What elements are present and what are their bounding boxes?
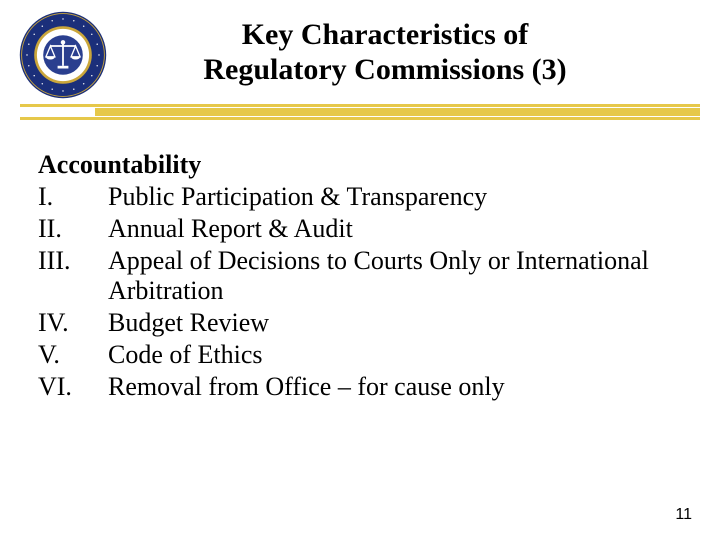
list-item-text: Removal from Office – for cause only [108,372,672,404]
naruc-logo [18,10,108,100]
list-item-number: III. [38,246,108,308]
list-item-number: V. [38,340,108,372]
list-item: V. Code of Ethics [38,340,672,372]
page-number: 11 [675,506,692,524]
outline-list: I. Public Participation & Transparency I… [38,182,672,404]
list-item-text: Budget Review [108,308,672,340]
title-underline [0,100,720,120]
title-line-1: Key Characteristics of [110,18,660,53]
list-item: VI. Removal from Office – for cause only [38,372,672,404]
list-item-number: I. [38,182,108,214]
list-item: IV. Budget Review [38,308,672,340]
list-item-text: Appeal of Decisions to Courts Only or In… [108,246,672,308]
slide-body: Accountability I. Public Participation &… [0,130,720,404]
list-item: III. Appeal of Decisions to Courts Only … [38,246,672,308]
list-item-text: Code of Ethics [108,340,672,372]
slide-title: Key Characteristics of Regulatory Commis… [110,18,660,87]
list-item-text: Annual Report & Audit [108,214,672,246]
slide-header: Key Characteristics of Regulatory Commis… [0,0,720,130]
list-item-number: VI. [38,372,108,404]
list-item-number: II. [38,214,108,246]
list-item: I. Public Participation & Transparency [38,182,672,214]
list-item-number: IV. [38,308,108,340]
title-line-2: Regulatory Commissions (3) [110,53,660,88]
list-item: II. Annual Report & Audit [38,214,672,246]
section-heading: Accountability [38,150,672,180]
list-item-text: Public Participation & Transparency [108,182,672,214]
